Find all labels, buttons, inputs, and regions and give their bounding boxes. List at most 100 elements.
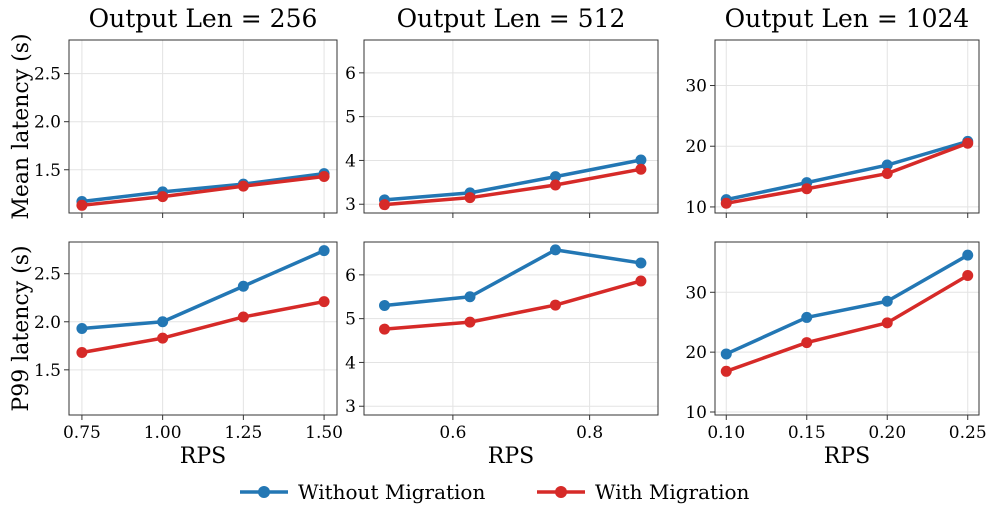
chart-4-y-tick-label-0: 3 xyxy=(345,397,356,417)
chart-5-series-with-migration-line xyxy=(724,273,970,374)
legend-marker-with-migration xyxy=(555,486,567,498)
chart-5-series-with-migration-point-1 xyxy=(801,337,813,349)
chart-1-panel: 3 4 5 6 Output Len = 512 xyxy=(345,4,659,218)
chart-1-y-tick-label-3: 6 xyxy=(345,64,356,84)
legend-label-with-migration: With Migration xyxy=(595,480,750,504)
chart-4-series-without-migration-point-3 xyxy=(635,257,647,269)
chart-1-title: Output Len = 512 xyxy=(397,4,626,33)
chart-4-y-tick-label-3: 6 xyxy=(345,266,356,286)
chart-4-series-with-migration-point-1 xyxy=(464,316,476,328)
chart-3-y-axis-label: P99 latency (s) xyxy=(9,245,34,411)
chart-1-series-with-migration-point-2 xyxy=(549,179,561,191)
chart-3-series-without-migration-point-3 xyxy=(318,245,330,257)
chart-5-series-with-migration-point-0 xyxy=(720,365,732,377)
chart-5-y-tick-label-2: 30 xyxy=(685,283,707,303)
chart-4-plot-frame xyxy=(363,241,659,416)
chart-0-y-tick-label-2: 2.5 xyxy=(34,65,61,85)
chart-1-series-without-migration-point-3 xyxy=(635,154,647,166)
chart-5-series-without-migration-point-1 xyxy=(801,311,813,323)
chart-0-series-without-migration-line xyxy=(80,171,326,204)
chart-3-y-tick-label-1: 2.0 xyxy=(34,313,61,333)
chart-5-series-without-migration-point-3 xyxy=(962,249,974,261)
chart-0-series-with-migration-point-1 xyxy=(157,191,169,203)
chart-1-series-with-migration-point-1 xyxy=(464,192,476,204)
chart-4-x-axis-label: RPS xyxy=(488,444,534,469)
chart-0-y-tick-label-1: 2.0 xyxy=(34,113,61,133)
chart-5-series-without-migration-line xyxy=(724,253,970,356)
chart-2-series-with-migration-point-1 xyxy=(801,183,813,195)
chart-1-y-tick-label-1: 4 xyxy=(345,151,356,171)
chart-5-x-tick-label-2: 0.20 xyxy=(868,423,906,443)
chart-2-y-tick-label-0: 10 xyxy=(685,198,707,218)
chart-5-plot-frame xyxy=(714,241,980,416)
chart-3-series-with-migration-line xyxy=(80,299,326,355)
chart-3-x-axis-label: RPS xyxy=(180,444,226,469)
chart-2-y-tick-label-2: 30 xyxy=(685,77,707,97)
chart-2-series-without-migration-line xyxy=(724,139,970,202)
chart-0-series-with-migration-line xyxy=(80,174,326,208)
chart-3-series-without-migration-point-0 xyxy=(76,323,88,334)
chart-3-series-with-migration-point-0 xyxy=(76,347,88,359)
chart-0-series-with-migration-point-3 xyxy=(318,170,330,182)
chart-4-series-with-migration-line xyxy=(382,279,643,331)
chart-5-x-tick-label-3: 0.25 xyxy=(949,423,987,443)
chart-0-series-with-migration-point-2 xyxy=(237,180,249,192)
chart-4-x-tick-label-1: 0.8 xyxy=(576,423,603,443)
legend-item-with-migration: With Migration xyxy=(537,480,750,504)
chart-5-panel: 0.10 0.15 0.20 0.25 10 20 30 RPS xyxy=(685,241,987,469)
chart-4-series-with-migration-point-0 xyxy=(379,323,391,335)
chart-3-x-tick-label-1: 1.00 xyxy=(144,423,182,443)
chart-4-y-tick-label-1: 4 xyxy=(345,353,356,373)
chart-3-y-tick-label-2: 2.5 xyxy=(34,265,61,285)
chart-4-series-without-migration-point-1 xyxy=(464,291,476,303)
chart-3-series-without-migration-point-1 xyxy=(157,316,169,328)
chart-2-title: Output Len = 1024 xyxy=(725,4,970,33)
chart-0-y-axis-label: Mean latency (s) xyxy=(9,33,34,219)
chart-3-x-tick-label-3: 1.50 xyxy=(305,423,343,443)
chart-2-panel: 10 20 30 Output Len = 1024 xyxy=(685,4,980,218)
chart-5-y-tick-label-0: 10 xyxy=(685,403,707,423)
legend: Without Migration With Migration xyxy=(240,480,750,504)
chart-5-series-with-migration-point-3 xyxy=(962,270,974,282)
chart-3-y-tick-label-0: 1.5 xyxy=(34,361,61,381)
chart-4-x-tick-label-0: 0.6 xyxy=(439,423,466,443)
chart-5-x-axis-label: RPS xyxy=(824,444,870,469)
chart-3-series-with-migration-point-2 xyxy=(237,311,249,323)
chart-1-series-without-migration-line xyxy=(382,158,643,202)
chart-5-y-tick-label-1: 20 xyxy=(685,343,707,363)
chart-0-plot-frame xyxy=(68,39,338,214)
chart-2-series-with-migration-point-3 xyxy=(962,137,974,149)
chart-3-series-without-migration-point-2 xyxy=(237,280,249,292)
chart-3-series-with-migration-point-1 xyxy=(157,332,169,344)
chart-3-x-tick-label-2: 1.25 xyxy=(224,423,262,443)
chart-1-plot-frame xyxy=(363,39,659,214)
chart-4-series-without-migration-line xyxy=(382,248,643,308)
chart-1-y-tick-label-2: 5 xyxy=(345,108,356,128)
chart-4-series-without-migration-point-0 xyxy=(379,300,391,312)
legend-marker-without-migration xyxy=(258,486,270,498)
chart-0-y-tick-label-0: 1.5 xyxy=(34,161,61,181)
chart-2-y-tick-label-1: 20 xyxy=(685,137,707,157)
chart-1-series-with-migration-line xyxy=(382,167,643,207)
chart-2-series-with-migration-line xyxy=(724,141,970,206)
chart-4-panel: 0.6 0.8 3 4 5 6 RPS xyxy=(345,241,659,469)
chart-1-series-with-migration-point-3 xyxy=(635,163,647,175)
chart-5-x-tick-label-1: 0.15 xyxy=(788,423,826,443)
panels: 1.5 2.0 2.5 Output Len = 256 Mean latency (s… xyxy=(9,4,987,469)
chart-2-series-with-migration-point-0 xyxy=(720,197,732,209)
legend-label-without-migration: Without Migration xyxy=(298,480,485,504)
chart-1-y-tick-label-0: 3 xyxy=(345,195,356,215)
chart-4-series-with-migration-point-2 xyxy=(549,299,561,311)
chart-3-panel: 0.75 1.00 1.25 1.50 1.5 2.0 2.5 RPS P99 latency … xyxy=(9,241,343,469)
chart-0-panel: 1.5 2.0 2.5 Output Len = 256 Mean latency (s… xyxy=(9,4,338,220)
chart-3-x-tick-label-0: 0.75 xyxy=(63,423,101,443)
legend-item-without-migration: Without Migration xyxy=(240,480,485,504)
chart-0-title: Output Len = 256 xyxy=(89,4,318,33)
chart-4-series-with-migration-point-3 xyxy=(635,275,647,287)
chart-0-series-with-migration-point-0 xyxy=(76,199,88,211)
chart-5-series-with-migration-point-2 xyxy=(881,317,893,329)
chart-2-series-with-migration-point-2 xyxy=(881,168,893,180)
chart-5-x-tick-label-0: 0.10 xyxy=(707,423,745,443)
chart-1-series-with-migration-point-0 xyxy=(379,199,391,211)
